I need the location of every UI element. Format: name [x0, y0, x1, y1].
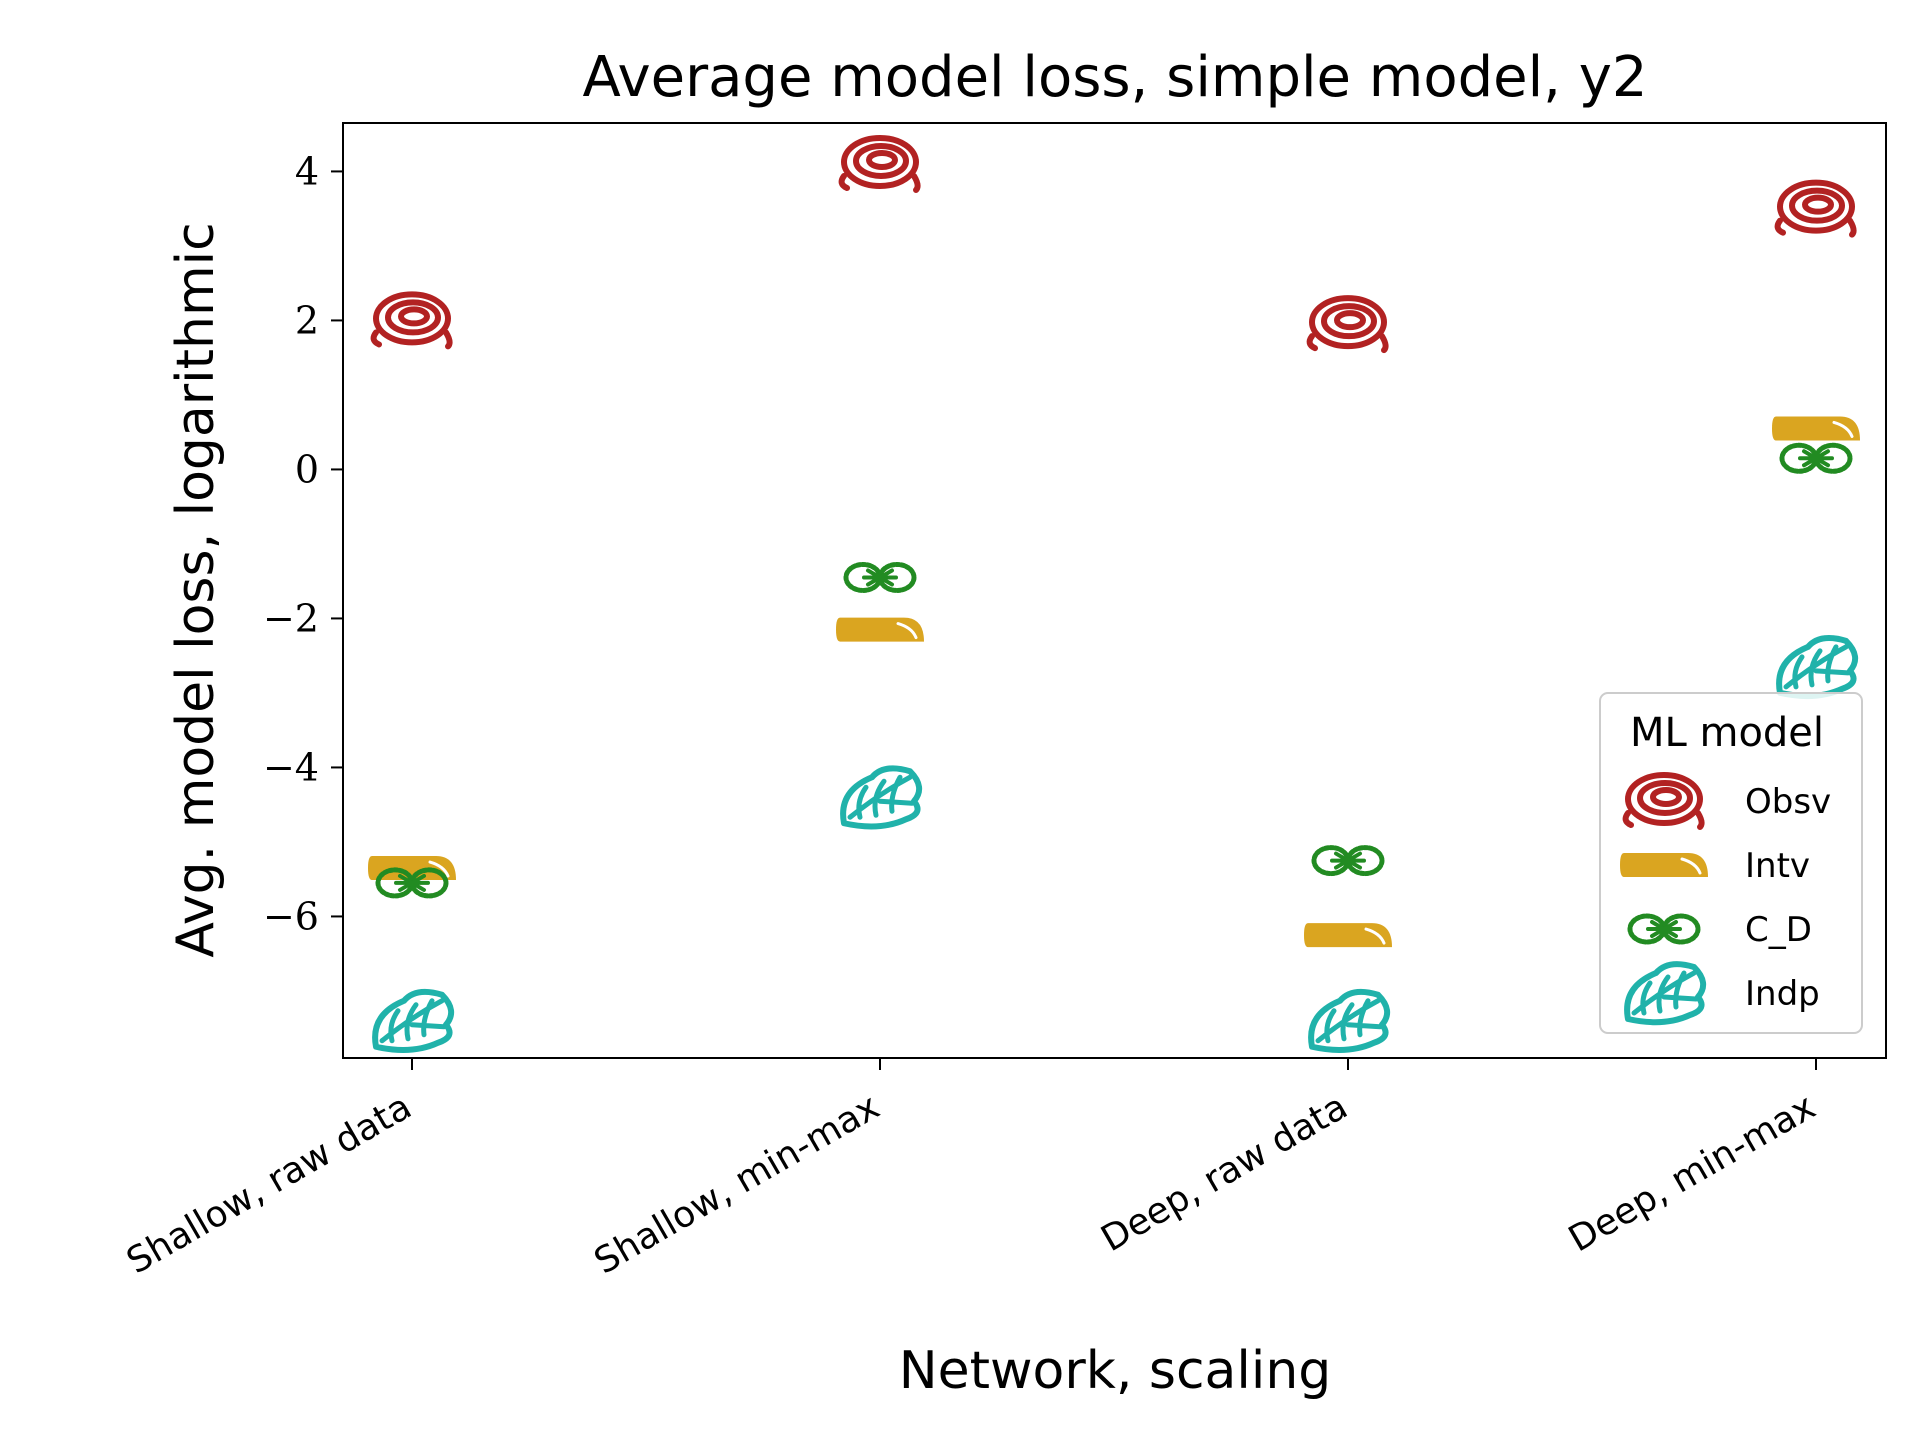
- y-axis-label: Avg. model loss, logarithmic: [166, 222, 226, 957]
- x-tick-label: Shallow, min-max: [588, 1086, 887, 1282]
- y-tick-label: 2: [295, 298, 319, 342]
- y-tick-label: −6: [263, 894, 319, 938]
- plot-frame: [342, 122, 1887, 1059]
- data-point-intv: [1772, 416, 1860, 441]
- data-point-c-d: [1311, 845, 1385, 877]
- legend-label: C_D: [1745, 910, 1812, 950]
- y-tick-label: −4: [263, 745, 319, 789]
- legend-label: Obsv: [1745, 782, 1831, 822]
- y-tick-label: 4: [295, 149, 319, 193]
- legend: ML model Obsv Intv C_D Indp: [1599, 692, 1863, 1034]
- y-axis: 4 2 0 −2 −4 −6: [263, 149, 343, 938]
- data-point-obsv: [370, 291, 453, 350]
- y-tick-label: 0: [295, 447, 319, 491]
- data-point-indp: [840, 765, 923, 830]
- legend-marker-obsv: [1622, 772, 1705, 830]
- data-point-c-d: [843, 561, 917, 593]
- plot-area: [342, 122, 1887, 1059]
- legend-label: Indp: [1745, 974, 1820, 1014]
- chart-title: Average model loss, simple model, y2: [582, 45, 1647, 110]
- legend-marker-indp: [1624, 961, 1707, 1026]
- x-tick-label: Shallow, raw data: [120, 1086, 418, 1282]
- x-tick-label: Deep, raw data: [1094, 1086, 1354, 1260]
- legend-marker-c-d: [1627, 913, 1701, 945]
- x-tick-label: Deep, min-max: [1562, 1086, 1822, 1260]
- data-point-obsv: [838, 134, 921, 193]
- x-axis: Shallow, raw data Shallow, min-max Deep, r…: [120, 1058, 1823, 1282]
- data-point-indp: [1776, 634, 1859, 700]
- data-point-intv: [1304, 923, 1392, 948]
- data-point-indp: [1308, 988, 1391, 1053]
- data-point-obsv: [1306, 295, 1389, 354]
- data-point-c-d: [1779, 442, 1853, 474]
- data-point-intv: [836, 617, 924, 642]
- legend-label: Intv: [1745, 846, 1810, 886]
- data-point-intv: [368, 856, 456, 881]
- data-point-obsv: [1774, 179, 1857, 238]
- legend-marker-intv: [1620, 853, 1708, 877]
- x-axis-label: Network, scaling: [899, 1341, 1332, 1401]
- data-point-c-d: [375, 867, 449, 899]
- legend-title: ML model: [1630, 710, 1824, 756]
- data-point-indp: [372, 988, 455, 1053]
- y-tick-label: −2: [263, 596, 319, 640]
